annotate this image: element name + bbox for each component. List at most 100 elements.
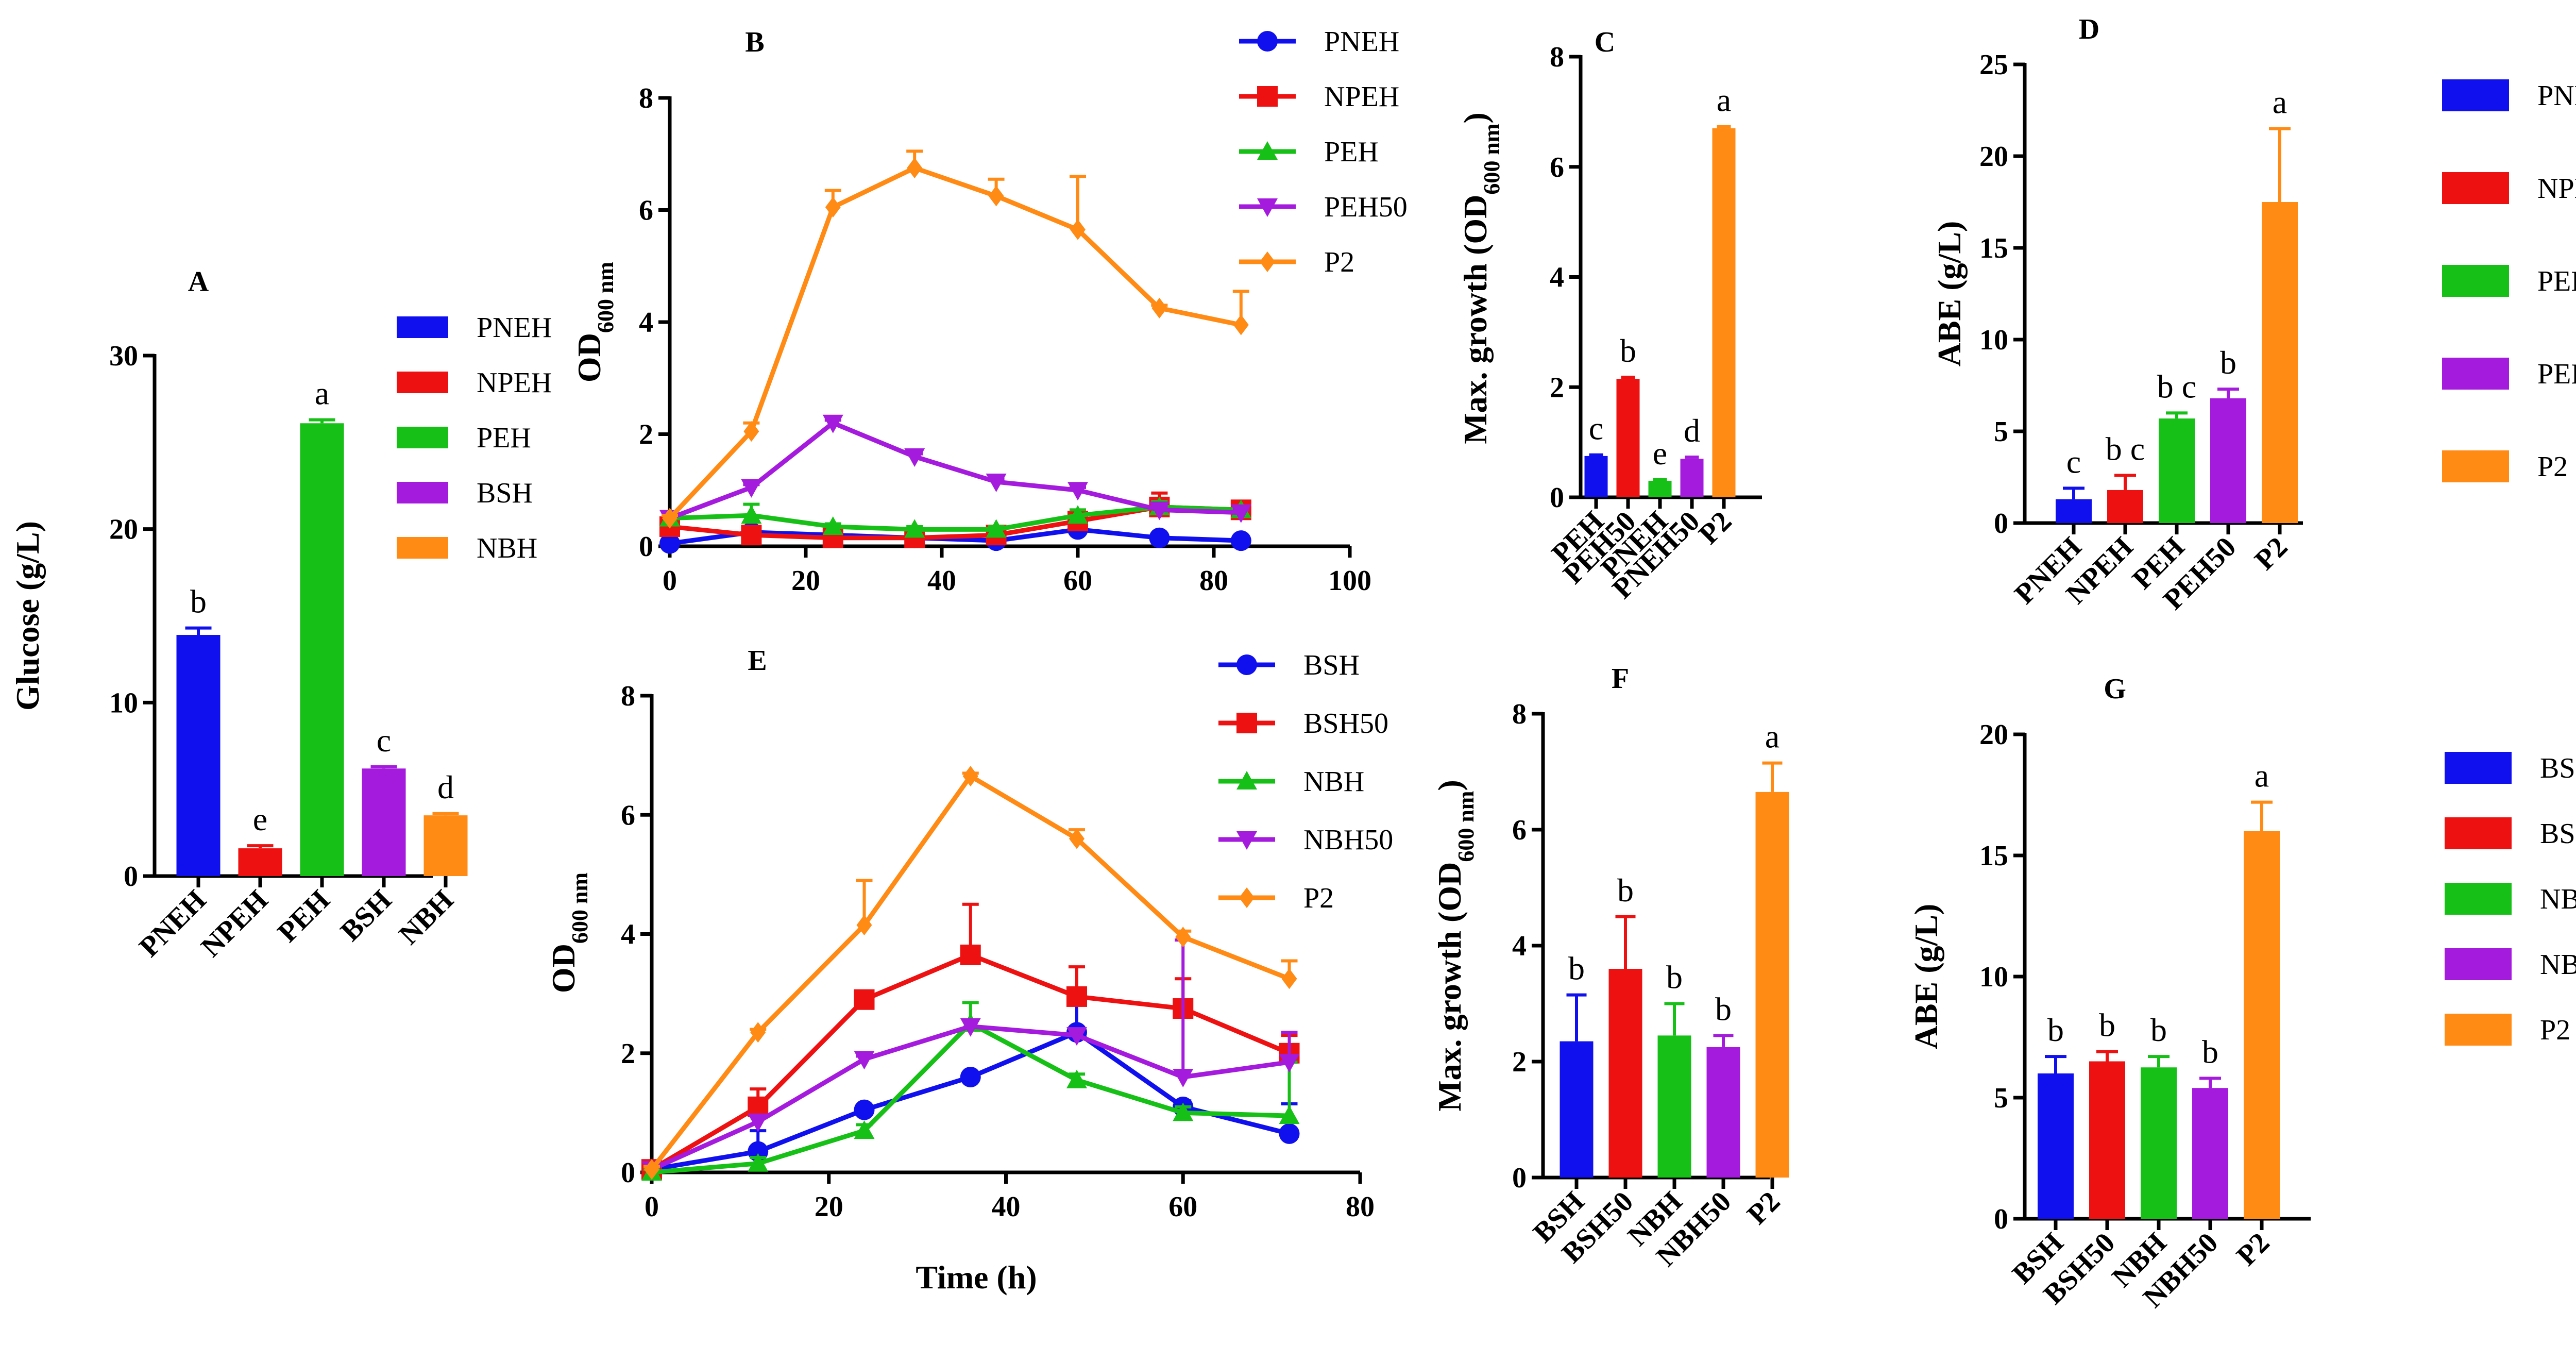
data-point (748, 1153, 769, 1172)
y-tick-label: 0 (621, 1157, 635, 1189)
y-tick-label: 8 (639, 82, 653, 114)
significance-label: c (1589, 410, 1603, 447)
data-point (1281, 968, 1297, 989)
bar-bsh50 (2089, 1061, 2125, 1219)
data-point (1066, 1069, 1087, 1088)
data-point (822, 414, 843, 433)
data-point (960, 1067, 981, 1087)
y-tick-label: 8 (621, 680, 635, 712)
panel-letter: B (745, 26, 764, 58)
data-point (1173, 1102, 1194, 1121)
legend-label: NBH (2540, 883, 2576, 915)
y-tick-label: 5 (1994, 416, 2008, 448)
y-tick-label: 20 (1979, 719, 2008, 751)
legend-label: BSH (477, 477, 533, 509)
series-p2 (643, 766, 1298, 1180)
y-tick-label: 20 (109, 514, 138, 546)
y-tick-label: 4 (621, 919, 635, 951)
legend-swatch (2445, 752, 2512, 784)
bar-bsh (1560, 1041, 1594, 1178)
data-point (907, 157, 923, 178)
data-point (743, 421, 759, 442)
y-tick-label: 15 (1979, 232, 2008, 264)
y-tick-label: 10 (109, 687, 138, 719)
legend-marker (1257, 198, 1278, 217)
significance-label: b (2202, 1033, 2218, 1070)
significance-label: b (2099, 1007, 2115, 1044)
legend-label: PNEH (1324, 26, 1399, 58)
y-tick-label: 0 (1994, 1203, 2008, 1235)
x-tick-label: 80 (1346, 1191, 1375, 1223)
y-tick-label: 6 (1512, 814, 1527, 846)
bar-nbh (423, 815, 468, 876)
significance-label: c (377, 722, 391, 759)
legend-label: NBH (1303, 766, 1364, 798)
data-point (750, 1022, 766, 1043)
bar-p2 (2262, 202, 2298, 523)
significance-label: b c (2157, 368, 2196, 405)
x-tick-label: P2 (2230, 1226, 2276, 1272)
data-point (960, 944, 981, 965)
data-point (741, 525, 762, 546)
y-tick-label: 0 (124, 861, 138, 893)
panel-letter: C (1595, 26, 1615, 58)
data-point (854, 1051, 875, 1070)
y-tick-label: 4 (639, 307, 653, 339)
y-axis-label-main: OD (545, 944, 582, 993)
bar-nbh (2141, 1067, 2177, 1219)
legend-label: PEH50 (2537, 358, 2576, 390)
y-tick-label: 6 (621, 799, 635, 831)
significance-label: b (1666, 959, 1683, 996)
data-point (1067, 482, 1088, 501)
legend-swatch (397, 482, 448, 503)
significance-label: b (2150, 1012, 2167, 1048)
series-line (669, 527, 1241, 546)
bar-pneh (1648, 480, 1672, 497)
legend-label: NPEH (1324, 81, 1399, 113)
series-line (651, 1030, 1290, 1172)
legend-swatch (2442, 358, 2509, 390)
y-tick-label: 0 (639, 531, 653, 563)
data-point (1230, 530, 1251, 551)
x-tick-label: NBH (393, 884, 460, 951)
series-line (650, 952, 1291, 1172)
y-axis-label-subscript: 600 nm (1479, 124, 1504, 195)
significance-label: d (1684, 412, 1700, 449)
significance-label: b (2220, 344, 2236, 381)
data-point (854, 1099, 875, 1120)
y-tick-label: 0 (1550, 482, 1564, 514)
y-axis-label: Max. growth (OD600 nm) (1431, 780, 1479, 1112)
data-point (825, 197, 841, 218)
significance-label: a (1765, 718, 1780, 755)
legend-label: BSH (2540, 752, 2576, 784)
legend-label: PNEH (2537, 80, 2576, 112)
data-point (988, 186, 1004, 207)
y-tick-label: 4 (1512, 930, 1527, 962)
bar-pneh (2056, 499, 2092, 523)
y-axis-label: OD600 nm (545, 872, 592, 993)
bar-peh50 (2210, 398, 2246, 523)
y-tick-label: 20 (1979, 141, 2008, 173)
y-tick-label: 25 (1979, 49, 2008, 81)
y-tick-label: 4 (1550, 262, 1564, 294)
data-point (856, 915, 872, 936)
x-tick-label: P2 (2248, 531, 2294, 576)
legend-marker (1236, 831, 1257, 850)
panel-letter: F (1612, 663, 1629, 695)
legend-swatch (397, 316, 448, 338)
panel-G: G 0 5 10 15 20 ABE (g/L) b BSH b BSH50 b NBH b NBH50 a P… (1908, 673, 2576, 1314)
legend-swatch (2442, 79, 2509, 111)
y-tick-label: 5 (1994, 1082, 2008, 1114)
significance-label: a (2255, 758, 2269, 794)
significance-label: d (437, 769, 454, 805)
bar-peh (1584, 456, 1608, 497)
data-point (904, 519, 925, 538)
x-tick-label: 0 (645, 1191, 659, 1223)
legend-swatch (2442, 450, 2509, 482)
significance-label: a (315, 375, 329, 412)
x-tick-label: 40 (927, 565, 956, 597)
bar-peh50 (1616, 379, 1640, 497)
